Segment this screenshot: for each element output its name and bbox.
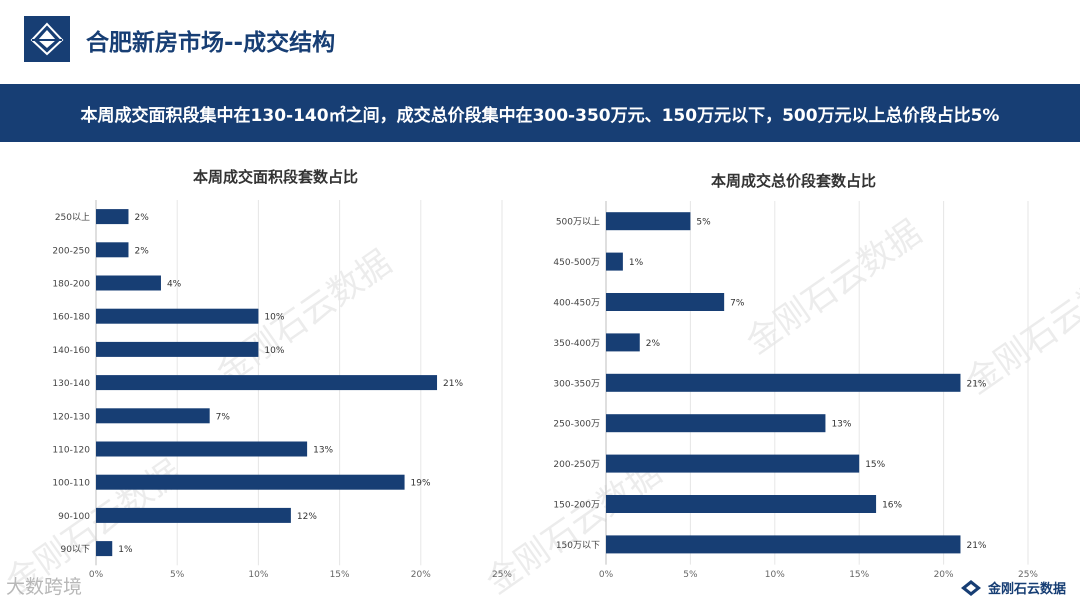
footer-brand: 金刚石云数据 (960, 578, 1066, 597)
category-label: 90-100 (58, 512, 90, 522)
data-label: 2% (134, 246, 149, 256)
category-label: 500万以上 (556, 217, 600, 228)
x-tick-label: 5% (683, 570, 698, 580)
x-tick-label: 15% (849, 570, 869, 580)
data-label: 4% (167, 280, 182, 290)
bar (606, 535, 961, 554)
company-logo (24, 16, 70, 62)
data-label: 16% (882, 501, 902, 511)
category-label: 140-160 (52, 346, 90, 356)
bar (606, 293, 725, 311)
bar (96, 341, 259, 357)
category-label: 90以下 (61, 545, 90, 555)
data-label: 13% (831, 420, 851, 430)
data-label: 21% (443, 379, 463, 389)
data-label: 10% (264, 346, 284, 356)
category-label: 110-120 (52, 446, 90, 456)
bar (96, 474, 405, 490)
category-label: 300-350万 (553, 379, 600, 389)
bar (96, 507, 291, 523)
data-label: 12% (297, 512, 317, 522)
data-label: 1% (118, 545, 133, 555)
bar (96, 209, 129, 225)
diamond-logo-icon (30, 22, 64, 56)
category-label: 200-250 (52, 246, 90, 256)
bar (606, 414, 826, 433)
x-tick-label: 0% (599, 570, 614, 580)
category-label: 400-450万 (553, 299, 600, 309)
bar (96, 541, 113, 557)
data-label: 13% (313, 446, 333, 456)
data-label: 5% (696, 218, 711, 228)
data-label: 1% (629, 258, 644, 268)
x-tick-label: 10% (248, 570, 268, 580)
diamond-logo-icon (961, 579, 981, 596)
x-tick-label: 5% (170, 570, 185, 580)
bar (606, 333, 640, 352)
data-label: 15% (865, 460, 885, 470)
data-label: 19% (411, 479, 431, 489)
data-label: 21% (966, 541, 986, 551)
category-label: 150-200万 (553, 501, 600, 511)
watermark-bottom-left: 大数跨境 (6, 576, 83, 598)
bar (96, 375, 438, 391)
summary-banner: 本周成交面积段集中在130-140㎡之间，成交总价段集中在300-350万元、1… (0, 84, 1080, 142)
bar (96, 308, 259, 324)
category-label: 350-400万 (553, 339, 600, 349)
bar (96, 441, 308, 457)
data-label: 7% (730, 299, 745, 309)
category-label: 130-140 (52, 379, 90, 389)
bar (96, 242, 129, 258)
bar (606, 252, 623, 271)
bar (606, 212, 691, 231)
category-label: 250-300万 (553, 420, 600, 430)
x-tick-label: 20% (934, 570, 954, 580)
chart-title-price: 本周成交总价段套数占比 (711, 172, 877, 190)
chart-title-area: 本周成交面积段套数占比 (193, 168, 359, 186)
category-label: 160-180 (52, 313, 90, 323)
bar (96, 275, 161, 291)
x-tick-label: 20% (411, 570, 431, 580)
category-label: 180-200 (52, 280, 90, 290)
category-label: 200-250万 (553, 460, 600, 470)
bar (606, 373, 961, 392)
summary-text: 本周成交面积段集中在130-140㎡之间，成交总价段集中在300-350万元、1… (80, 105, 1000, 126)
x-tick-label: 15% (330, 570, 350, 580)
bar (606, 454, 860, 473)
data-label: 2% (646, 339, 661, 349)
category-label: 120-130 (52, 412, 90, 422)
category-label: 150万以下 (556, 541, 600, 551)
x-tick-label: 25% (492, 570, 512, 580)
data-label: 7% (216, 412, 231, 422)
bar (96, 408, 210, 424)
data-label: 10% (264, 313, 284, 323)
category-label: 450-500万 (553, 258, 600, 268)
x-tick-label: 0% (89, 570, 104, 580)
category-label: 250以上 (55, 212, 90, 223)
category-label: 100-110 (52, 479, 90, 489)
page-title: 合肥新房市场--成交结构 (86, 30, 336, 56)
bar (606, 495, 877, 513)
footer-brand-text: 金刚石云数据 (988, 582, 1067, 597)
x-tick-label: 10% (765, 570, 785, 580)
data-label: 2% (134, 213, 149, 223)
x-tick-label: 25% (1018, 570, 1038, 580)
data-label: 21% (966, 379, 986, 389)
